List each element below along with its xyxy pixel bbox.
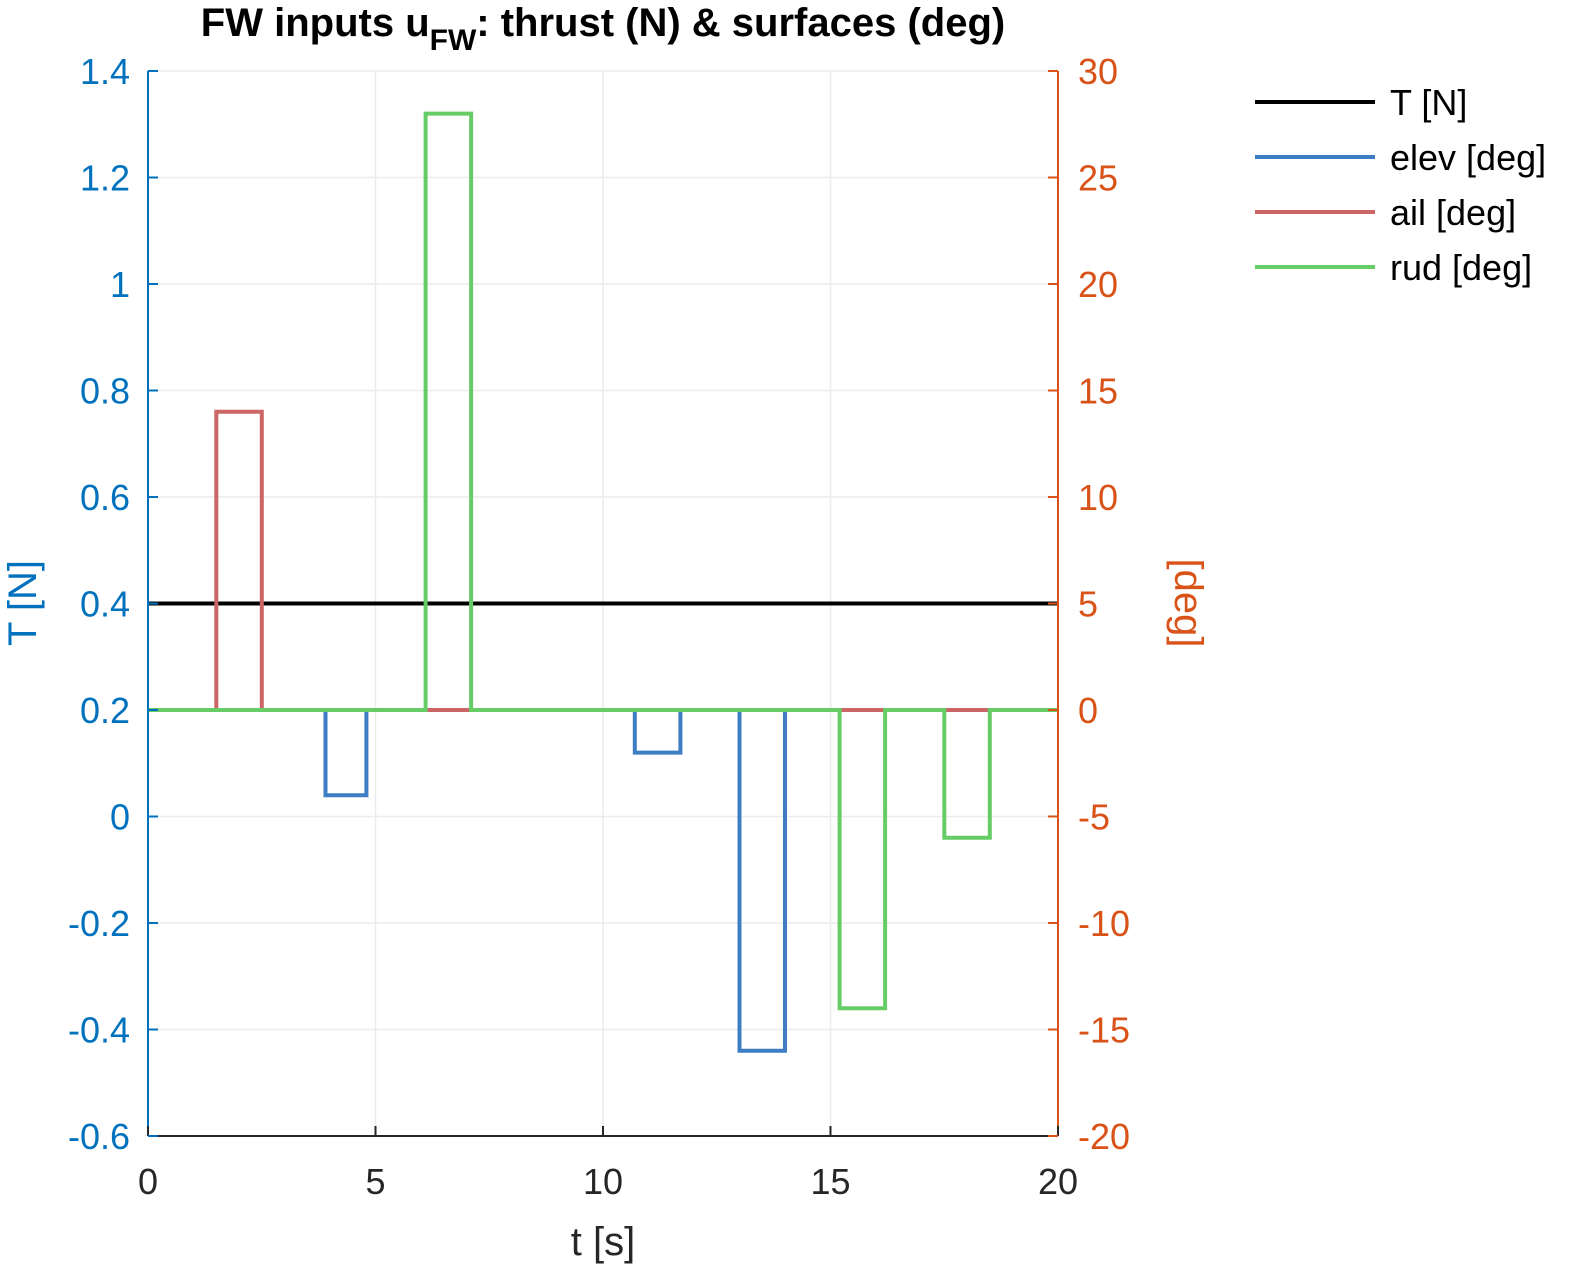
left-tick-label: 0.8 xyxy=(80,371,130,412)
x-tick-label: 10 xyxy=(583,1161,623,1202)
x-tick-label: 15 xyxy=(810,1161,850,1202)
right-tick-label: 10 xyxy=(1078,477,1118,518)
legend-label-ail: ail [deg] xyxy=(1390,192,1516,233)
right-tick-label: 15 xyxy=(1078,371,1118,412)
axes xyxy=(147,70,1059,1137)
left-tick-label: 1 xyxy=(110,264,130,305)
x-axis-label: t [s] xyxy=(571,1220,635,1264)
left-tick-label: -0.6 xyxy=(68,1116,130,1157)
left-tick-label: 1.2 xyxy=(80,158,130,199)
series-group xyxy=(148,111,1058,1053)
tick-labels: 0 5 10 15 20 -0.6 -0.4 -0.2 0 0.2 0.4 0.6 0.8 1 1.2 1.4… xyxy=(68,51,1130,1202)
chart-title-subscript: FW xyxy=(430,24,477,57)
left-tick-label: -0.2 xyxy=(68,903,130,944)
left-tick-label: 0.2 xyxy=(80,690,130,731)
right-tick-label: 30 xyxy=(1078,51,1118,92)
left-tick-label: 0.4 xyxy=(80,584,130,625)
right-axis-label: [deg] xyxy=(1166,559,1210,648)
left-tick-label: 0.6 xyxy=(80,477,130,518)
right-tick-label: 20 xyxy=(1078,264,1118,305)
right-tick-label: -10 xyxy=(1078,903,1130,944)
right-tick-label: -15 xyxy=(1078,1010,1130,1051)
right-tick-label: 25 xyxy=(1078,158,1118,199)
right-tick-label: 5 xyxy=(1078,584,1098,625)
left-tick-label: 0 xyxy=(110,797,130,838)
right-tick-label: -5 xyxy=(1078,797,1110,838)
series-line-elev xyxy=(148,708,1058,1053)
left-tick-label: 1.4 xyxy=(80,51,130,92)
series-line-rud xyxy=(148,111,1058,1011)
right-tick-label: -20 xyxy=(1078,1116,1130,1157)
legend: T [N] elev [deg] ail [deg] rud [deg] xyxy=(1255,82,1546,288)
legend-label-elev: elev [deg] xyxy=(1390,137,1546,178)
chart-title: FW inputs uFW: thrust (N) & surfaces (de… xyxy=(201,1,1005,57)
x-tick-label: 0 xyxy=(138,1161,158,1202)
right-tick-label: 0 xyxy=(1078,690,1098,731)
x-tick-label: 20 xyxy=(1038,1161,1078,1202)
legend-label-rud: rud [deg] xyxy=(1390,247,1532,288)
x-tick-label: 5 xyxy=(365,1161,385,1202)
legend-label-T: T [N] xyxy=(1390,82,1467,123)
left-tick-label: -0.4 xyxy=(68,1010,130,1051)
left-axis-label: T [N] xyxy=(1,560,45,646)
